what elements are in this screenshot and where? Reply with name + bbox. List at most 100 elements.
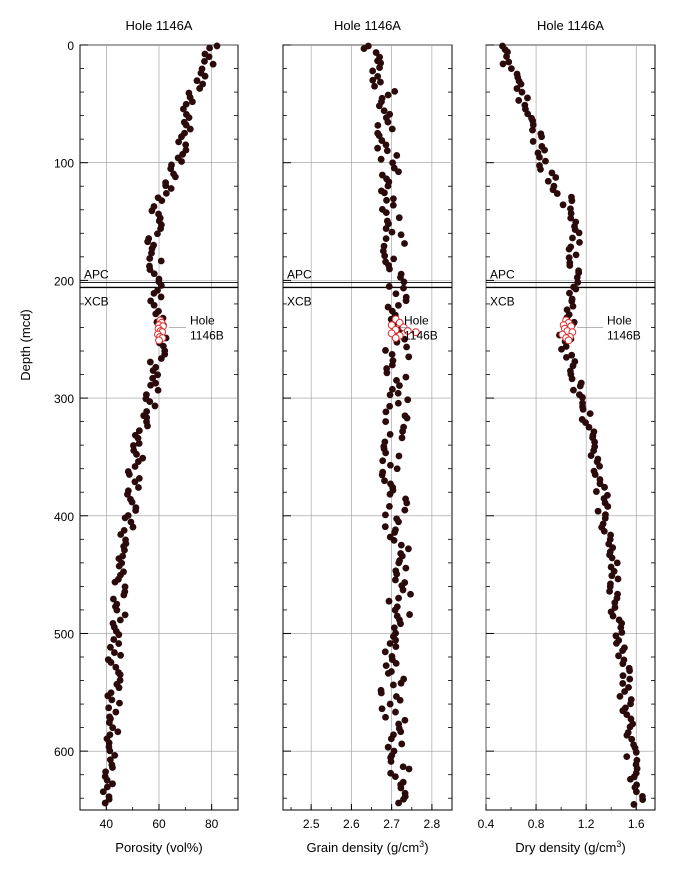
data-point [389, 159, 397, 167]
data-point [146, 358, 154, 366]
x-tick-label: 0.4 [478, 817, 495, 831]
x-axis-label-superscript: 3 [616, 839, 621, 849]
data-point [379, 457, 387, 465]
xcb-label: XCB [287, 294, 312, 308]
data-point [371, 82, 378, 90]
data-point [162, 182, 170, 190]
data-point [592, 488, 600, 495]
data-point [569, 302, 577, 310]
data-point [628, 735, 636, 743]
data-point [129, 523, 137, 531]
data-point [167, 165, 175, 173]
data-point [591, 471, 599, 478]
data-point [382, 141, 390, 149]
data-point [392, 659, 400, 667]
data-point [213, 42, 221, 50]
data-point [147, 381, 155, 389]
data-point [115, 684, 123, 692]
data-point [386, 502, 393, 510]
data-point [576, 238, 583, 246]
data-point [601, 483, 608, 491]
data-point [529, 121, 537, 129]
data-point [616, 692, 624, 700]
data-point [101, 799, 109, 807]
data-point [611, 599, 619, 607]
data-point [110, 636, 118, 643]
data-point [146, 266, 154, 273]
data-point [392, 636, 399, 644]
data-point [382, 713, 389, 721]
data-point [148, 249, 155, 257]
data-point [392, 290, 400, 298]
data-point [206, 44, 214, 52]
data-point [374, 144, 381, 152]
data-point [573, 274, 581, 281]
data-point [499, 60, 507, 68]
data-point [103, 776, 111, 784]
data-point [116, 671, 124, 679]
data-point [369, 76, 377, 84]
data-point [149, 374, 157, 382]
data-point [402, 297, 410, 305]
data-point [387, 461, 394, 469]
x-tick-label: 60 [152, 817, 166, 831]
data-point [575, 229, 583, 237]
data-point [609, 612, 617, 620]
data-point [621, 688, 629, 695]
data-point [400, 278, 408, 286]
data-point [134, 458, 142, 465]
data-point [513, 85, 521, 92]
data-point [579, 405, 587, 413]
data-point [396, 382, 403, 389]
data-point [384, 743, 392, 751]
data-point [565, 254, 573, 262]
data-point [117, 531, 125, 538]
data-point [391, 773, 399, 780]
data-point [403, 499, 411, 507]
data-point [397, 231, 405, 239]
x-axis-label: Dry density (g/cm3) [515, 839, 626, 855]
data-point [399, 586, 407, 594]
data-point [116, 616, 124, 624]
data-point [388, 125, 396, 133]
data-point [131, 478, 139, 486]
data-point [524, 94, 531, 102]
data-point [619, 672, 627, 680]
data-point [399, 763, 407, 771]
data-point [391, 576, 399, 584]
data-point [406, 611, 414, 618]
data-point [518, 88, 526, 96]
data-point [606, 587, 613, 595]
data-point [401, 240, 408, 247]
data-point [382, 225, 390, 232]
data-point [586, 410, 594, 417]
data-point [103, 783, 111, 791]
data-point [182, 141, 190, 149]
data-point [590, 447, 598, 454]
xcb-label: XCB [84, 294, 109, 308]
data-point [381, 648, 389, 656]
data-point [619, 680, 627, 687]
hole-1146b-label-line1: Hole [607, 313, 632, 327]
data-point [403, 414, 411, 422]
panels: 40 60 80 0 100 200 300 400 500 600 APC XCB Hole 1146… [54, 18, 656, 855]
x-axis-label: Grain density (g/cm3) [306, 839, 428, 855]
data-point [115, 640, 123, 647]
data-point [391, 606, 399, 614]
data-point [395, 168, 402, 176]
data-point [619, 660, 627, 668]
data-point [398, 740, 406, 748]
data-point [633, 788, 640, 796]
data-point [107, 659, 115, 666]
data-point [149, 367, 157, 374]
data-point [133, 450, 140, 458]
y-axis-label: Depth (mcd) [18, 309, 33, 381]
data-point [576, 382, 584, 390]
data-point [111, 751, 119, 759]
data-point [125, 471, 133, 478]
panel-title: Hole 1146A [126, 18, 193, 33]
data-point [150, 301, 158, 309]
data-point [386, 402, 394, 410]
data-point [132, 507, 140, 514]
data-point [135, 484, 142, 491]
